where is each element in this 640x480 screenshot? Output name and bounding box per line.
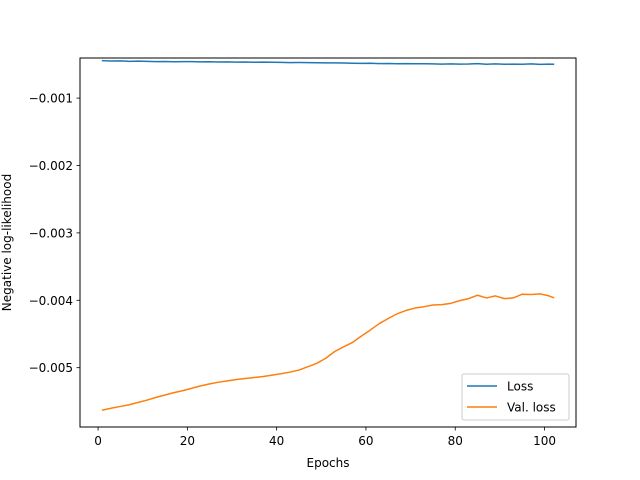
x-axis-label: Epochs xyxy=(307,456,350,470)
x-tick-label: 40 xyxy=(269,434,284,448)
y-axis-ticks: −0.005 −0.004 −0.003 −0.002 −0.001 xyxy=(29,92,80,375)
x-tick-label: 0 xyxy=(94,434,102,448)
x-tick-label: 80 xyxy=(448,434,463,448)
x-tick-label: 20 xyxy=(180,434,195,448)
x-axis-ticks: 0 20 40 60 80 100 xyxy=(94,427,556,448)
y-tick-label: −0.001 xyxy=(29,92,73,106)
series-line-val-loss xyxy=(101,293,555,412)
legend-label-loss: Loss xyxy=(507,380,533,394)
legend: Loss Val. loss xyxy=(461,373,570,421)
series-layer xyxy=(101,59,555,412)
legend-label-val-loss: Val. loss xyxy=(507,401,556,415)
series-line-loss xyxy=(101,59,555,66)
y-tick-label: −0.005 xyxy=(29,361,73,375)
x-tick-label: 100 xyxy=(533,434,556,448)
plot-frame xyxy=(79,57,577,428)
y-tick-label: −0.002 xyxy=(29,159,73,173)
y-tick-label: −0.003 xyxy=(29,226,73,240)
y-tick-label: −0.004 xyxy=(29,294,73,308)
y-axis-label: Negative log-likelihood xyxy=(0,174,14,311)
x-tick-label: 60 xyxy=(358,434,373,448)
